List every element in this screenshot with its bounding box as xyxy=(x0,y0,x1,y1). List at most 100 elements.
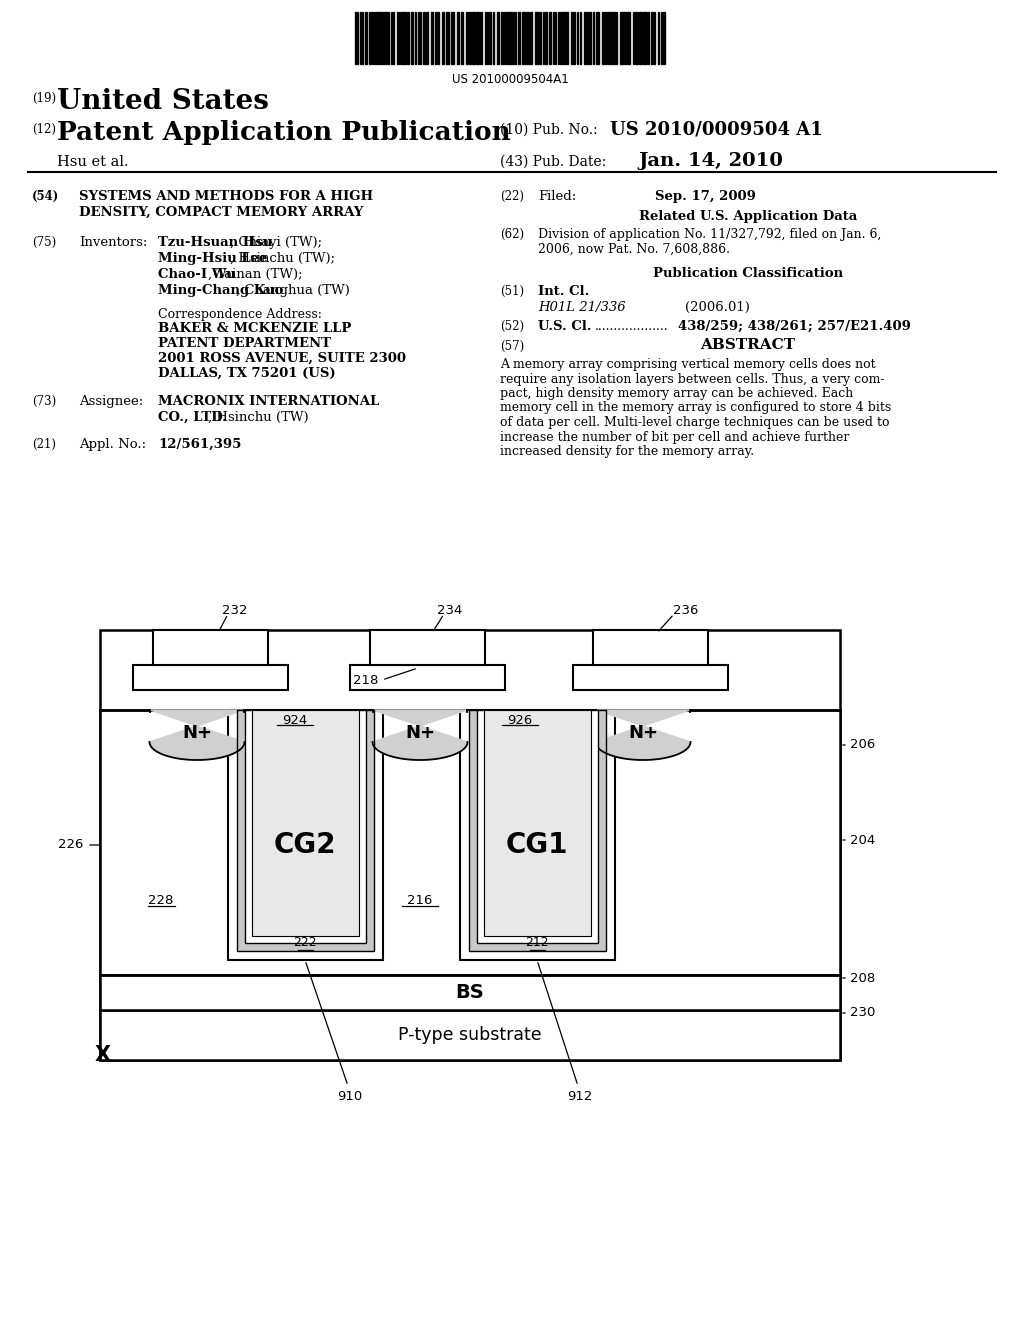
Bar xyxy=(397,12,399,63)
Text: 912: 912 xyxy=(567,1090,593,1104)
Bar xyxy=(477,710,598,942)
Bar xyxy=(100,630,840,1060)
Bar xyxy=(100,1010,840,1060)
Text: (19): (19) xyxy=(32,92,56,106)
Polygon shape xyxy=(150,710,245,760)
Text: PATENT DEPARTMENT: PATENT DEPARTMENT xyxy=(158,337,331,350)
Text: , Hsinchu (TW);: , Hsinchu (TW); xyxy=(230,252,335,265)
Bar xyxy=(596,12,599,63)
Bar xyxy=(571,12,573,63)
Bar xyxy=(469,12,471,63)
Bar xyxy=(535,12,538,63)
Bar xyxy=(133,665,288,690)
Text: Jan. 14, 2010: Jan. 14, 2010 xyxy=(638,152,783,170)
Text: United States: United States xyxy=(57,88,269,115)
Text: ABSTRACT: ABSTRACT xyxy=(700,338,796,352)
Text: (57): (57) xyxy=(500,341,524,352)
Text: Correspondence Address:: Correspondence Address: xyxy=(158,308,322,321)
Text: (75): (75) xyxy=(32,236,56,249)
Bar xyxy=(245,710,366,942)
Text: (51): (51) xyxy=(500,285,524,298)
Text: X: X xyxy=(95,1045,111,1065)
Text: US 2010/0009504 A1: US 2010/0009504 A1 xyxy=(610,120,822,139)
Text: ...................: ................... xyxy=(595,319,669,333)
Bar xyxy=(466,12,468,63)
Bar xyxy=(423,12,425,63)
Bar xyxy=(602,12,604,63)
Text: Publication Classification: Publication Classification xyxy=(653,267,843,280)
Text: 234: 234 xyxy=(437,603,463,616)
Bar xyxy=(545,12,547,63)
Bar xyxy=(566,12,568,63)
Text: (43) Pub. Date:: (43) Pub. Date: xyxy=(500,154,606,169)
Text: SYSTEMS AND METHODS FOR A HIGH: SYSTEMS AND METHODS FOR A HIGH xyxy=(79,190,373,203)
Bar xyxy=(426,12,428,63)
Bar xyxy=(437,12,439,63)
Bar xyxy=(402,12,406,63)
Bar xyxy=(153,630,268,665)
Text: (2006.01): (2006.01) xyxy=(685,301,750,314)
Bar xyxy=(375,12,377,63)
Bar xyxy=(526,12,529,63)
Bar xyxy=(530,12,532,63)
Text: memory cell in the memory array is configured to store 4 bits: memory cell in the memory array is confi… xyxy=(500,401,891,414)
Text: P-type substrate: P-type substrate xyxy=(398,1026,542,1044)
Polygon shape xyxy=(373,710,468,760)
Text: 236: 236 xyxy=(674,603,698,616)
Text: Division of application No. 11/327,792, filed on Jan. 6,: Division of application No. 11/327,792, … xyxy=(538,228,882,242)
Bar xyxy=(100,975,840,1010)
Bar xyxy=(501,12,503,63)
Text: Chao-I Wu: Chao-I Wu xyxy=(158,268,236,281)
Text: (12): (12) xyxy=(32,123,56,136)
Bar xyxy=(624,12,626,63)
Bar xyxy=(350,665,505,690)
Text: require any isolation layers between cells. Thus, a very com-: require any isolation layers between cel… xyxy=(500,372,885,385)
Text: US 20100009504A1: US 20100009504A1 xyxy=(452,73,568,86)
Text: , Chiayi (TW);: , Chiayi (TW); xyxy=(230,236,323,249)
Text: BAKER & MCKENZIE LLP: BAKER & MCKENZIE LLP xyxy=(158,322,351,335)
Text: Ming-Hsiu Lee: Ming-Hsiu Lee xyxy=(158,252,267,265)
Text: pact, high density memory array can be achieved. Each: pact, high density memory array can be a… xyxy=(500,387,853,400)
Bar xyxy=(460,710,615,960)
Bar xyxy=(411,12,413,63)
Bar xyxy=(461,12,463,63)
Bar xyxy=(442,12,444,63)
Text: N+: N+ xyxy=(406,723,435,742)
Text: increased density for the memory array.: increased density for the memory array. xyxy=(500,445,754,458)
Text: increase the number of bit per cell and achieve further: increase the number of bit per cell and … xyxy=(500,430,849,444)
Bar xyxy=(384,12,386,63)
Bar xyxy=(370,630,485,665)
Text: 204: 204 xyxy=(850,833,876,846)
Bar xyxy=(378,12,381,63)
Bar xyxy=(573,665,728,690)
Text: 228: 228 xyxy=(148,894,173,907)
Bar xyxy=(549,12,551,63)
Text: MACRONIX INTERNATIONAL: MACRONIX INTERNATIONAL xyxy=(158,395,379,408)
Text: 926: 926 xyxy=(507,714,532,726)
Bar xyxy=(237,710,374,950)
Bar xyxy=(484,710,591,936)
Bar xyxy=(387,12,389,63)
Bar xyxy=(639,12,642,63)
Text: , Changhua (TW): , Changhua (TW) xyxy=(236,284,349,297)
Text: Assignee:: Assignee: xyxy=(79,395,143,408)
Bar xyxy=(472,12,475,63)
Bar xyxy=(647,12,649,63)
Text: CO., LTD.: CO., LTD. xyxy=(158,411,227,424)
Bar xyxy=(497,12,499,63)
Text: 12/561,395: 12/561,395 xyxy=(158,438,242,451)
Bar xyxy=(663,12,665,63)
Bar xyxy=(522,12,525,63)
Bar xyxy=(252,710,359,936)
Bar xyxy=(518,12,520,63)
Bar xyxy=(457,12,459,63)
Bar xyxy=(610,12,612,63)
Bar xyxy=(489,12,490,63)
Text: (73): (73) xyxy=(32,395,56,408)
Text: Filed:: Filed: xyxy=(538,190,577,203)
Text: 438/259; 438/261; 257/E21.409: 438/259; 438/261; 257/E21.409 xyxy=(678,319,911,333)
Text: Hsu et al.: Hsu et al. xyxy=(57,154,129,169)
Bar xyxy=(562,12,565,63)
Bar xyxy=(620,12,623,63)
Text: (21): (21) xyxy=(32,438,56,451)
